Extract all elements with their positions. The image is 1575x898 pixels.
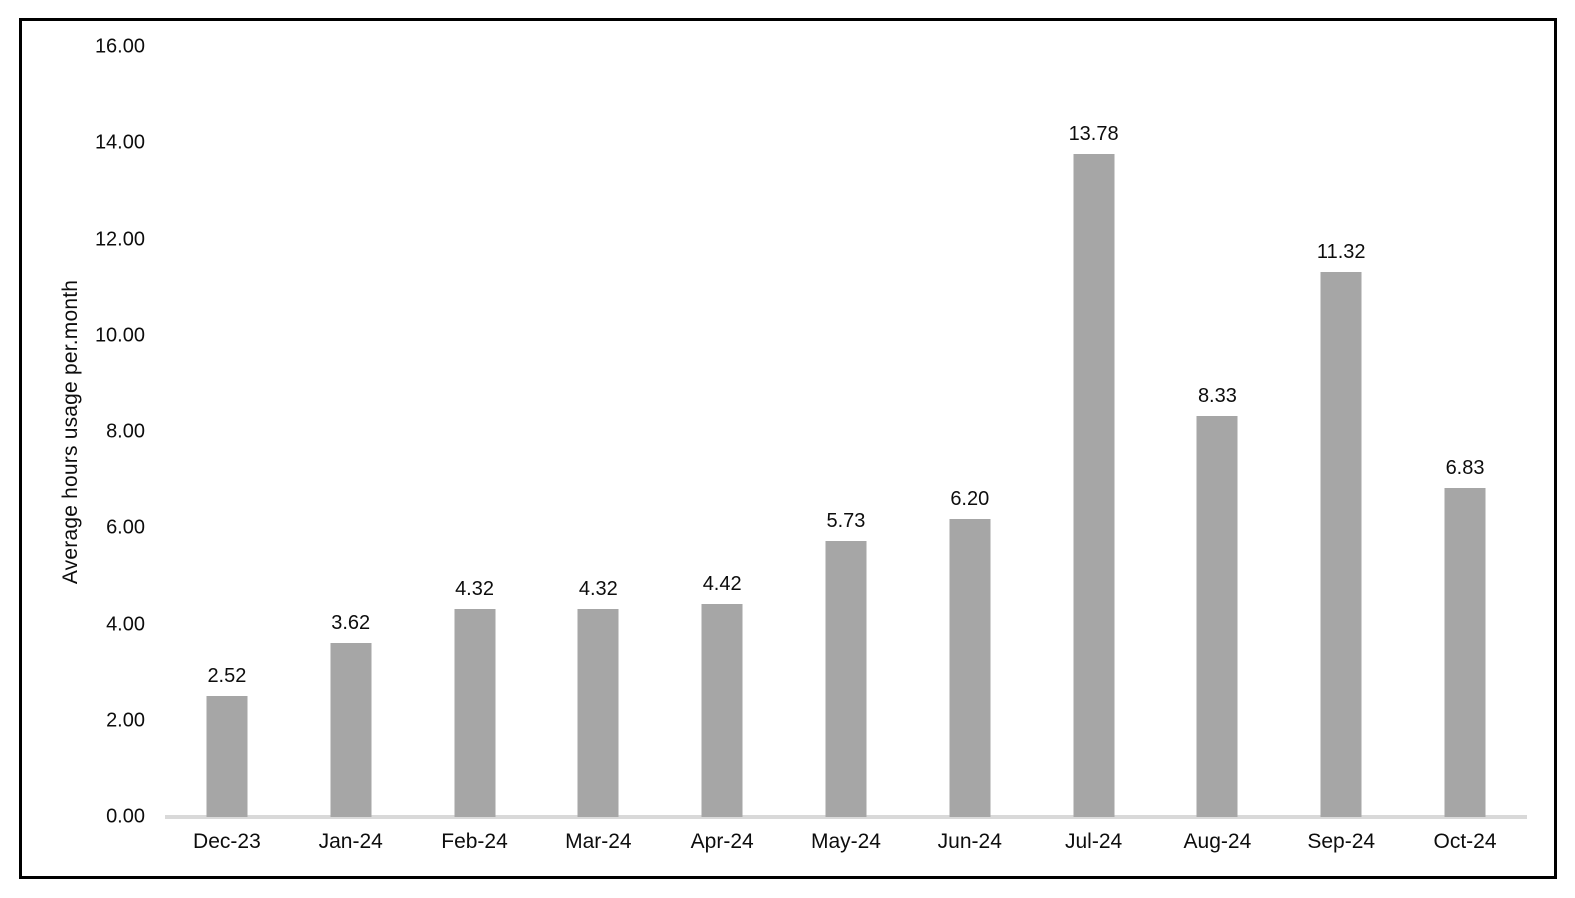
bar-value-label: 4.42 <box>702 573 742 596</box>
bar-slot: 6.20 <box>908 47 1032 817</box>
y-tick-label: 4.00 <box>106 613 145 635</box>
bar-value-label: 13.78 <box>1068 122 1119 145</box>
bar-value-label: 4.32 <box>578 578 618 601</box>
bar <box>330 642 372 817</box>
bar <box>949 518 991 817</box>
x-tick-label: Jun-24 <box>937 830 1002 853</box>
y-tick-label: 6.00 <box>106 516 145 539</box>
bar-slot: 11.32 <box>1279 47 1403 817</box>
y-tick-label: 2.00 <box>106 709 145 732</box>
y-tick-label: 12.00 <box>94 228 145 250</box>
bar-value-label: 3.62 <box>331 611 371 634</box>
bar <box>825 541 867 817</box>
bar-slot: 2.52 <box>165 47 289 817</box>
y-tick-label: 8.00 <box>106 420 145 443</box>
bar <box>1073 153 1115 817</box>
x-tick-label: Apr-24 <box>690 830 754 853</box>
y-tick-label: 14.00 <box>94 131 145 154</box>
bar <box>1320 272 1362 817</box>
bar-slot: 8.33 <box>1156 47 1280 817</box>
bar-value-label: 6.20 <box>950 487 990 510</box>
bar-slot: 6.83 <box>1403 47 1527 817</box>
bar-slot: 4.32 <box>413 47 537 817</box>
bar <box>701 604 743 817</box>
bar-slot: 5.73 <box>784 47 908 817</box>
x-tick-label: Dec-23 <box>193 830 261 853</box>
bar <box>206 695 248 817</box>
bar <box>454 609 496 817</box>
bar-value-label: 4.32 <box>455 578 494 601</box>
x-tick-label: Feb-24 <box>441 830 508 853</box>
bar <box>1444 488 1486 817</box>
bar-value-label: 8.33 <box>1197 385 1237 408</box>
x-tick-label: Mar-24 <box>565 830 632 853</box>
plot-area: 2.52 3.62 4.32 4.32 4.42 5.73 6.20 13.78 8.33 11.… <box>165 47 1527 819</box>
bar-slot: 3.62 <box>289 47 413 817</box>
bar-chart: Average hours usage per.month 0.00 2.00 4.… <box>22 21 1554 876</box>
x-tick-label: Jan-24 <box>318 830 383 853</box>
y-tick-label: 16.00 <box>94 35 145 58</box>
x-axis-labels: Dec-23 Jan-24 Feb-24 Mar-24 Apr-24 May-24 Jun-… <box>165 827 1527 857</box>
bar <box>577 609 619 817</box>
y-tick-label: 0.00 <box>106 805 145 828</box>
bar <box>1196 416 1238 817</box>
x-axis-line <box>165 815 1527 819</box>
x-tick-label: Sep-24 <box>1307 830 1376 853</box>
bars-container: 2.52 3.62 4.32 4.32 4.42 5.73 6.20 13.78 8.33 11.… <box>165 47 1527 817</box>
bar-value-label: 11.32 <box>1316 241 1366 264</box>
bar-slot: 13.78 <box>1032 47 1156 817</box>
x-tick-label: Oct-24 <box>1433 830 1497 853</box>
bar-value-label: 5.73 <box>826 510 866 533</box>
chart-frame: Average hours usage per.month 0.00 2.00 4.… <box>19 18 1557 879</box>
x-tick-label: Jul-24 <box>1064 830 1123 853</box>
bar-value-label: 2.52 <box>207 664 247 687</box>
bar-slot: 4.32 <box>536 47 660 817</box>
x-tick-label: Aug-24 <box>1183 830 1252 853</box>
bar-value-label: 6.83 <box>1445 457 1485 480</box>
y-tick-label: 10.00 <box>94 324 145 347</box>
bar-slot: 4.42 <box>660 47 784 817</box>
x-tick-label: May-24 <box>810 830 881 853</box>
